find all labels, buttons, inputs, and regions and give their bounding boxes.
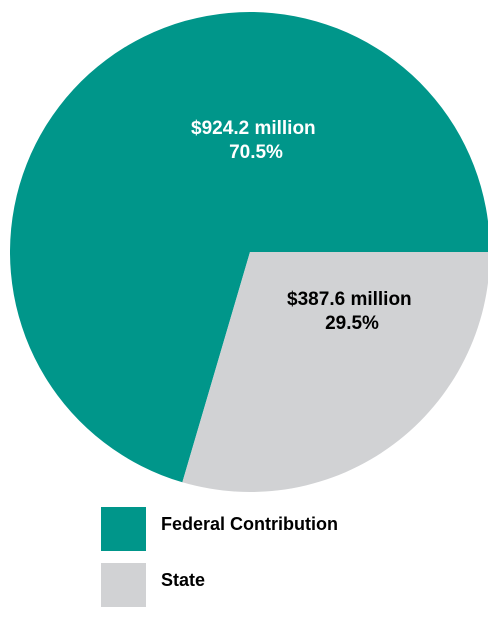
legend-label-state: State xyxy=(161,569,206,590)
legend-item-federal-contribution: Federal Contribution xyxy=(101,507,471,551)
legend-swatch-state xyxy=(101,563,146,607)
pie-chart: $924.2 million 70.5% $387.6 million 29.5… xyxy=(10,12,488,492)
chart-legend: Federal Contribution State xyxy=(101,507,471,619)
legend-label-federal-contribution: Federal Contribution xyxy=(161,513,338,534)
slice-percent-label-state: 29.5% xyxy=(325,313,379,334)
pie-slice-federal-contribution xyxy=(10,12,488,483)
pie-slice-state xyxy=(182,252,488,492)
slice-label-federal-contribution: $924.2 million 70.5% xyxy=(191,118,321,163)
slice-percent-label-federal-contribution: 70.5% xyxy=(229,142,283,163)
slice-value-label-federal-contribution: $924.2 million xyxy=(191,118,316,139)
slice-label-state: $387.6 million 29.5% xyxy=(287,289,417,334)
slice-value-label-state: $387.6 million xyxy=(287,289,412,310)
legend-item-state: State xyxy=(101,563,471,607)
legend-swatch-federal-contribution xyxy=(101,507,146,551)
